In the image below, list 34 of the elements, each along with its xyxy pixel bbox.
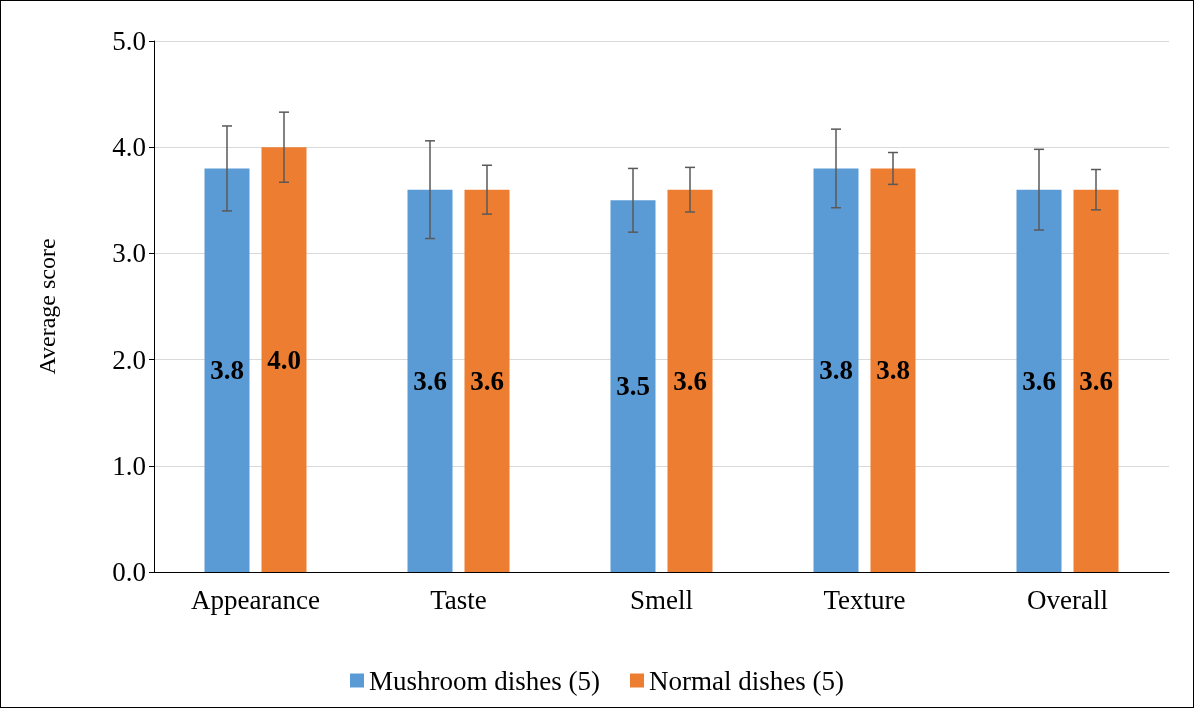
y-axis-title: Average score [34, 238, 60, 375]
legend-label: Normal dishes (5) [649, 665, 844, 696]
x-tick-label: Taste [430, 584, 487, 615]
bar [407, 189, 453, 572]
bar [464, 189, 510, 572]
x-tick-label: Texture [823, 584, 906, 615]
data-label: 3.8 [819, 355, 853, 386]
x-tick-label: Smell [629, 584, 694, 615]
bar [1016, 189, 1062, 572]
data-label: 3.6 [673, 365, 707, 396]
data-label: 3.8 [876, 355, 910, 386]
bar [610, 200, 656, 572]
data-label: 3.6 [470, 365, 504, 396]
data-label: 3.6 [1022, 365, 1056, 396]
legend-label: Mushroom dishes (5) [369, 665, 601, 696]
bar [261, 147, 307, 572]
y-tick-label: 3.0 [112, 238, 146, 269]
bar [667, 189, 713, 572]
bar [1073, 189, 1119, 572]
data-label: 3.6 [1079, 365, 1113, 396]
y-tick-label: 0.0 [112, 557, 146, 587]
y-tick-label: 4.0 [112, 132, 146, 163]
y-tick-label: 2.0 [112, 344, 146, 375]
data-label: 3.5 [616, 371, 650, 402]
x-tick-label: Overall [1027, 584, 1108, 615]
data-label: 4.0 [267, 344, 301, 375]
y-tick-label: 1.0 [112, 450, 146, 481]
data-label: 3.8 [210, 355, 244, 386]
bar [813, 168, 859, 572]
bar [870, 168, 916, 572]
bar [204, 168, 250, 572]
data-label: 3.6 [413, 365, 447, 396]
x-tick-label: Appearance [191, 584, 320, 615]
y-tick-label: 5.0 [112, 26, 146, 56]
